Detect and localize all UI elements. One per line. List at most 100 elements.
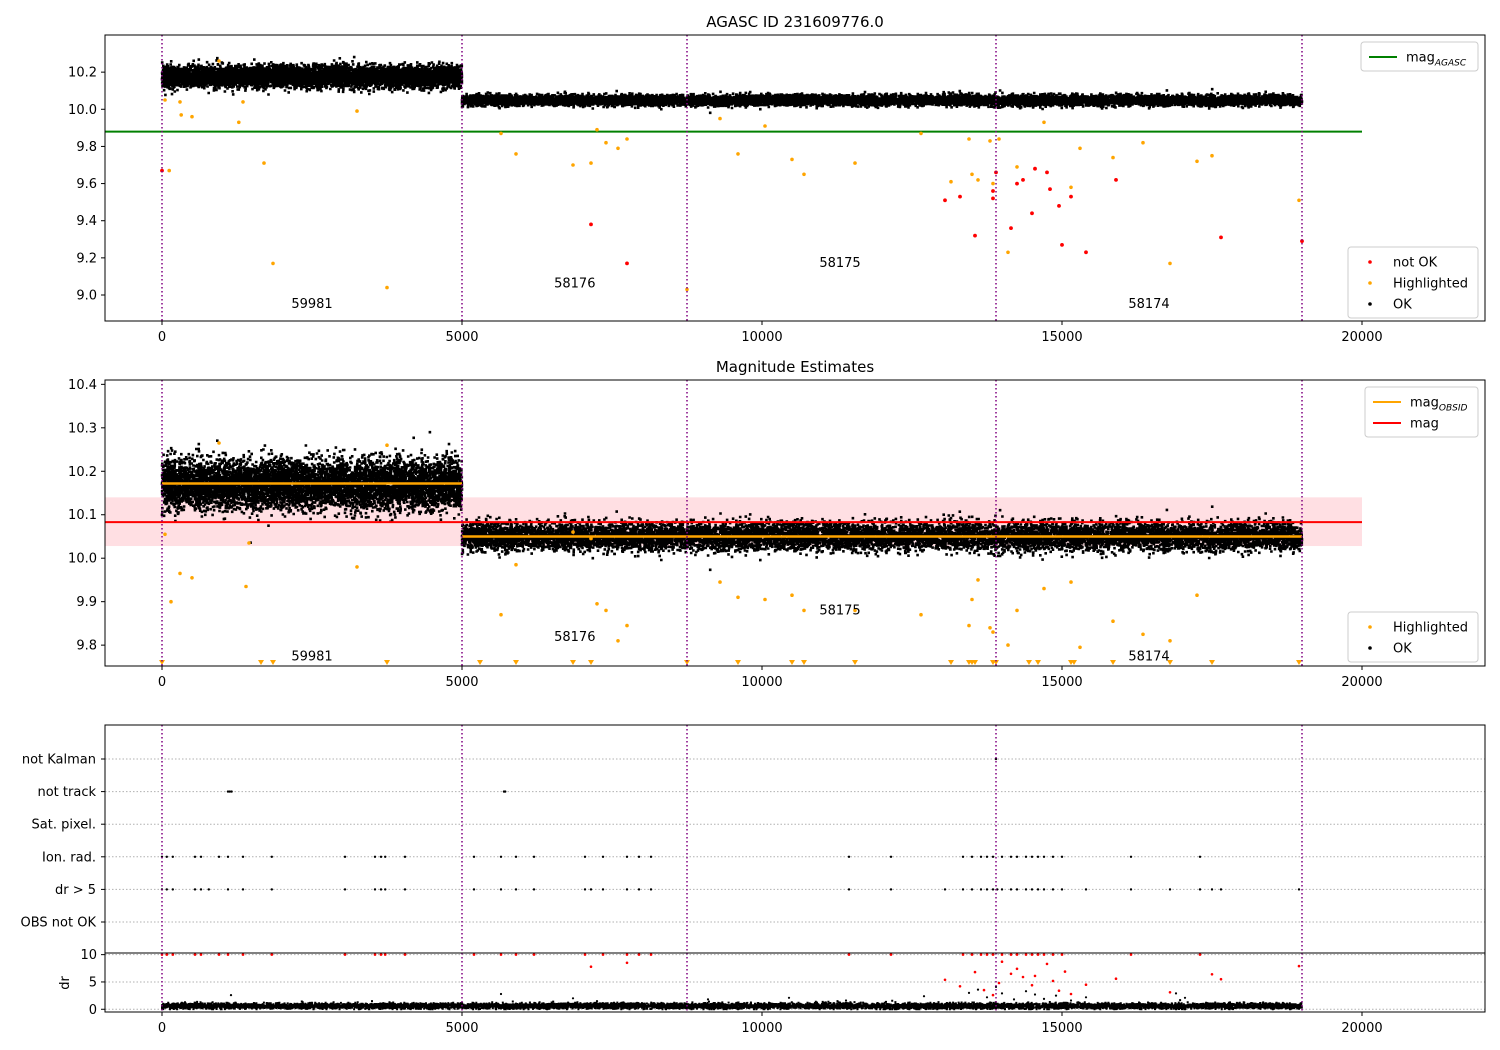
y-tick-label: 10.2 — [68, 66, 97, 81]
highlighted-point — [685, 287, 689, 292]
highlighted-point — [604, 608, 608, 613]
dr-not-ok-point — [226, 953, 230, 956]
x-tick-label: 0 — [158, 675, 166, 690]
not-ok-point — [1219, 235, 1223, 240]
highlighted-point — [1195, 159, 1199, 164]
flag-point — [637, 855, 641, 858]
dr-not-ok-point — [379, 953, 383, 956]
highlighted-point — [1195, 593, 1199, 597]
flag-point — [1042, 855, 1046, 858]
dr-not-ok-point — [343, 953, 347, 956]
flag-point — [499, 855, 503, 858]
flag-point — [583, 888, 587, 891]
highlighted-point — [1015, 165, 1019, 169]
highlighted-point — [595, 127, 599, 132]
below-range-marker — [1026, 660, 1032, 665]
flag-point — [889, 855, 893, 858]
flag-point — [637, 888, 641, 891]
highlighted-point — [790, 157, 794, 162]
flag-point — [1210, 888, 1214, 891]
flag-point — [472, 855, 476, 858]
dr-not-ok-point — [1009, 972, 1013, 976]
dr-not-ok-point — [943, 978, 947, 982]
not-ok-point — [1030, 211, 1034, 216]
dr-not-ok-point — [649, 953, 653, 956]
highlighted-point — [262, 161, 266, 165]
dr-ok-point — [499, 992, 503, 996]
highlighted-point — [163, 532, 167, 537]
highlighted-point — [178, 100, 182, 104]
dr-ok-point — [1174, 992, 1178, 995]
below-range-marker — [513, 660, 519, 665]
highlighted-point — [355, 109, 359, 113]
legend-agasc-line: magAGASC — [1360, 41, 1479, 72]
highlighted-point — [169, 599, 173, 604]
flag-point — [403, 855, 407, 858]
ok-point-band-segment-0 — [160, 55, 464, 97]
x-tick-label: 10000 — [741, 1021, 782, 1036]
below-range-marker — [972, 660, 978, 665]
highlighted-point — [802, 172, 806, 177]
highlighted-point — [1168, 639, 1172, 643]
dr-not-ok-point — [991, 993, 995, 997]
highlighted-point — [718, 580, 722, 584]
legend-label: not OK — [1393, 256, 1438, 271]
ok-point-band-segment-1 — [460, 87, 1304, 115]
flag-point — [583, 855, 587, 858]
highlighted-point — [1006, 250, 1010, 255]
dr-not-ok-point — [1021, 975, 1025, 979]
y-tick-label: 9.0 — [76, 289, 97, 304]
highlighted-point — [736, 152, 740, 156]
below-range-marker — [789, 660, 795, 665]
below-range-marker — [570, 660, 576, 665]
flag-point — [1000, 888, 1004, 891]
flag-point — [379, 855, 383, 858]
x-tick-label: 0 — [158, 330, 166, 345]
highlighted-point — [571, 530, 575, 534]
dr-not-ok-point — [1042, 953, 1046, 956]
flag-point — [1024, 855, 1028, 858]
dr-not-ok-point — [373, 953, 377, 956]
highlighted-point — [976, 178, 980, 182]
highlighted-point — [976, 578, 980, 582]
dr-not-ok-point — [1210, 973, 1214, 976]
flag-point — [625, 855, 629, 858]
flag-point — [649, 855, 653, 858]
x-tick-label: 15000 — [1041, 675, 1082, 690]
dr-ok-point — [967, 991, 971, 995]
highlighted-point — [763, 124, 767, 128]
highlighted-point — [604, 140, 608, 145]
flag-point — [1030, 888, 1034, 891]
y-tick-label: 10.0 — [68, 552, 97, 567]
legend-dot-swatch — [1368, 281, 1372, 285]
y-tick-label: 9.6 — [76, 177, 97, 192]
flag-point — [226, 888, 230, 891]
dr-ok-point — [1000, 992, 1004, 995]
highlighted-point — [514, 562, 518, 567]
flag-point — [601, 855, 605, 858]
highlighted-point — [179, 113, 183, 117]
obsid-label: 59981 — [291, 649, 332, 664]
below-range-marker — [993, 660, 999, 665]
y-tick-label: 9.8 — [76, 140, 97, 155]
x-tick-label: 0 — [158, 1021, 166, 1036]
flag-point — [985, 888, 989, 891]
dr-not-ok-point — [1036, 953, 1040, 956]
highlighted-point — [1297, 198, 1301, 203]
flag-point — [343, 855, 347, 858]
flag-point — [165, 888, 168, 891]
highlighted-point — [763, 597, 767, 602]
not-ok-point — [625, 261, 629, 266]
not-ok-point — [1048, 187, 1052, 192]
highlighted-point — [385, 443, 389, 448]
highlighted-point — [244, 584, 248, 589]
below-range-marker — [948, 660, 954, 665]
flag-point — [889, 888, 893, 891]
y-tick-label: 9.2 — [76, 251, 97, 266]
flag-point — [1084, 888, 1088, 891]
dr-not-ok-point — [472, 953, 476, 956]
highlighted-point — [853, 608, 857, 613]
flag-row-label: not Kalman — [22, 753, 96, 768]
highlighted-point — [589, 536, 593, 541]
